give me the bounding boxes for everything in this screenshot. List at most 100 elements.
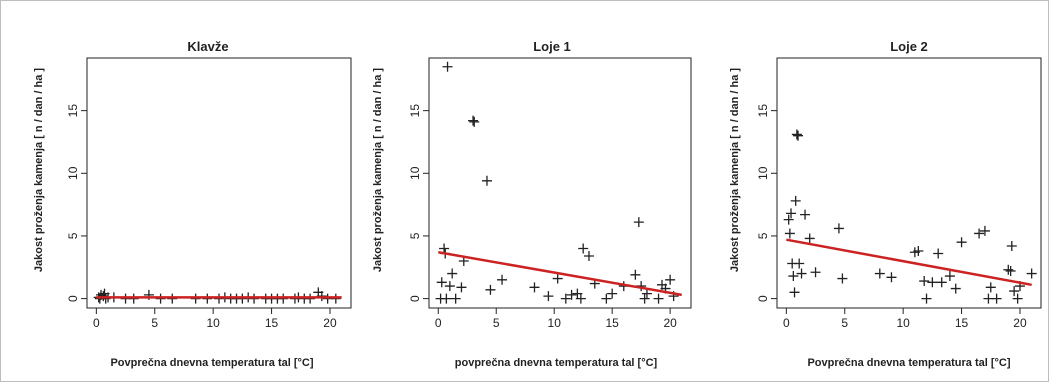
data-point	[991, 293, 1002, 304]
data-point	[665, 274, 676, 285]
data-point	[436, 277, 447, 288]
x-tick-label: 20	[323, 316, 337, 330]
x-tick-label: 10	[548, 316, 562, 330]
data-point	[237, 293, 248, 304]
data-point	[630, 269, 641, 280]
data-point	[456, 282, 467, 293]
data-point	[979, 225, 990, 236]
data-point	[575, 293, 586, 304]
data-point	[936, 277, 947, 288]
data-point	[796, 268, 807, 279]
data-point	[155, 293, 166, 304]
data-point	[249, 293, 260, 304]
data-point	[566, 289, 577, 300]
x-tick-label: 5	[841, 316, 848, 330]
data-point	[783, 214, 794, 225]
y-axis-label: Jakost proženja kamenja [ n / dan / ha ]	[33, 68, 45, 273]
data-point	[944, 271, 955, 282]
data-point	[921, 293, 932, 304]
data-point	[927, 277, 938, 288]
x-axis-label: Povprečna dnevna temperatura tal [°C]	[807, 357, 1010, 369]
y-tick-label: 5	[66, 232, 80, 239]
x-tick-label: 5	[493, 316, 500, 330]
data-point	[1026, 268, 1037, 279]
data-point	[305, 293, 316, 304]
data-point	[468, 115, 479, 126]
y-tick-label: 5	[408, 232, 422, 239]
data-point	[1009, 286, 1020, 297]
data-point	[956, 237, 967, 248]
data-point	[793, 130, 804, 141]
x-axis-label: Povprečna dnevna temperatura tal [°C]	[110, 357, 313, 369]
data-point	[933, 248, 944, 259]
x-tick-label: 10	[206, 316, 220, 330]
data-point	[974, 228, 985, 239]
data-point	[330, 293, 341, 304]
plot-frame	[776, 57, 1042, 309]
data-point	[128, 293, 139, 304]
x-tick-label: 15	[265, 316, 279, 330]
data-point	[202, 293, 213, 304]
panel-title: Loje 1	[533, 39, 571, 54]
data-point	[790, 195, 801, 206]
data-point	[1003, 264, 1014, 275]
y-tick-label: 0	[408, 295, 422, 302]
data-point	[607, 288, 618, 299]
x-tick-label: 20	[1013, 316, 1027, 330]
panel-loje-2: Loje 2 Jakost proženja kamenja [ n / dan…	[729, 39, 1042, 369]
data-point	[639, 293, 650, 304]
data-point	[442, 61, 453, 72]
plot-area: 0 5 10 15 20 0 5 10 15	[408, 61, 682, 330]
x-tick-label: 5	[151, 316, 158, 330]
x-axis-label: povprečna dnevna temperatura tal [°C]	[455, 357, 658, 369]
trend-line	[786, 238, 1032, 287]
data-point	[94, 293, 105, 304]
data-point	[886, 272, 897, 283]
plot-area: 0 5 10 15 20 0 5 10 15	[756, 104, 1037, 330]
panel-title: Klavže	[187, 39, 228, 54]
data-point	[439, 243, 450, 254]
data-point	[497, 274, 508, 285]
data-point	[810, 267, 821, 278]
data-point	[653, 293, 664, 304]
data-point	[190, 293, 201, 304]
data-point	[837, 273, 848, 284]
y-tick-label: 0	[756, 295, 770, 302]
data-point	[950, 283, 961, 294]
data-point	[794, 258, 805, 269]
y-tick-label: 5	[756, 232, 770, 239]
x-tick-label: 15	[955, 316, 969, 330]
data-point	[913, 245, 924, 256]
data-point	[804, 233, 815, 244]
panel-title: Loje 2	[890, 39, 928, 54]
data-point	[572, 288, 583, 299]
data-point	[278, 293, 289, 304]
data-point	[560, 293, 571, 304]
x-tick-label: 0	[783, 316, 790, 330]
data-point	[543, 291, 554, 302]
data-point	[641, 288, 652, 299]
y-axis-label: Jakost proženja kamenja [ n / dan / ha ]	[372, 68, 384, 273]
x-tick-label: 0	[435, 316, 442, 330]
data-point	[784, 228, 795, 239]
data-point	[789, 287, 800, 298]
data-point	[469, 116, 480, 127]
panel-klavze: Klavže Jakost proženja kamenja [ n / dan…	[33, 39, 352, 369]
data-point	[985, 282, 996, 293]
x-tick-label: 0	[93, 316, 100, 330]
y-tick-label: 0	[66, 295, 80, 302]
data-point	[167, 293, 178, 304]
data-point	[874, 268, 885, 279]
y-tick-label: 15	[408, 104, 422, 118]
trend-line	[438, 251, 682, 297]
data-point	[800, 209, 811, 220]
data-point	[435, 293, 446, 304]
y-tick-label: 15	[756, 104, 770, 118]
data-point	[1006, 240, 1017, 251]
data-point	[583, 250, 594, 261]
data-point	[788, 271, 799, 282]
data-point	[444, 281, 455, 292]
data-point	[1012, 293, 1023, 304]
data-point	[601, 293, 612, 304]
